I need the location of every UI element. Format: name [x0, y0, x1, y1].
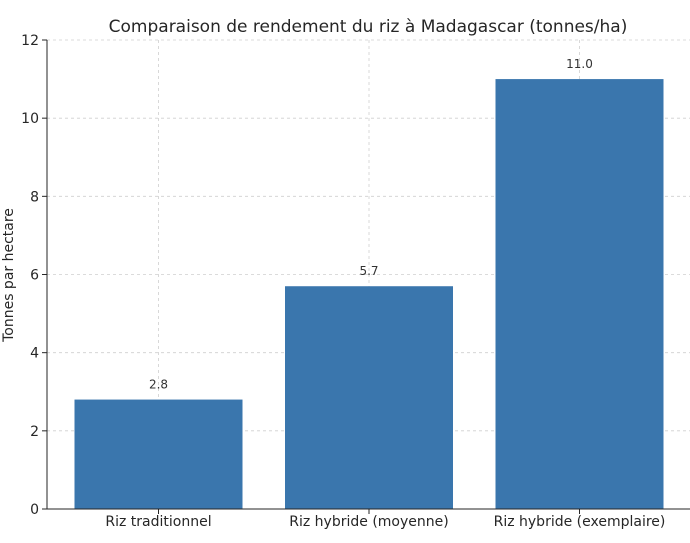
y-tick-label: 12 [21, 33, 39, 49]
y-tick-label: 4 [30, 346, 39, 362]
y-tick-label: 0 [30, 502, 39, 518]
data-labels: 2.8 5.7 11.0 [149, 57, 593, 391]
bar [285, 286, 453, 509]
chart-title: Comparaison de rendement du riz à Madaga… [109, 17, 628, 37]
y-tick-label: 2 [30, 424, 39, 440]
bar [495, 79, 664, 509]
y-tick-label: 8 [30, 189, 39, 205]
y-tick-label: 10 [21, 111, 39, 127]
x-tick-label: Riz traditionnel [105, 514, 211, 530]
axes: 0 2 4 6 8 10 12 Riz traditionnel Riz hybride (mo… [21, 33, 690, 530]
bar [74, 399, 243, 509]
data-label: 2.8 [149, 378, 168, 392]
data-label: 5.7 [359, 264, 378, 278]
data-label: 11.0 [566, 57, 593, 71]
x-tick-label: Riz hybride (moyenne) [289, 514, 448, 530]
y-axis-label: Tonnes par hectare [1, 208, 17, 343]
bars [74, 79, 664, 509]
y-tick-label: 6 [30, 268, 39, 284]
x-tick-label: Riz hybride (exemplaire) [494, 514, 666, 530]
